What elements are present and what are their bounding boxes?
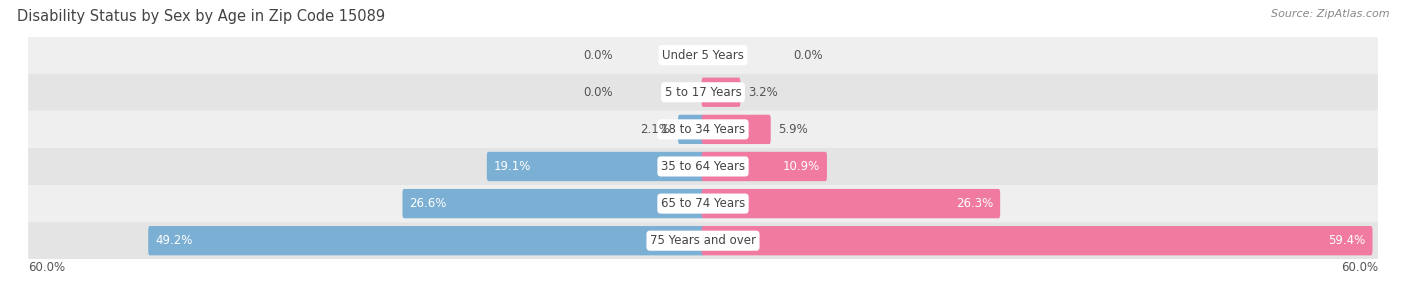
- FancyBboxPatch shape: [28, 74, 1378, 111]
- Text: 49.2%: 49.2%: [155, 234, 193, 247]
- Text: 5.9%: 5.9%: [779, 123, 808, 136]
- Text: 19.1%: 19.1%: [494, 160, 531, 173]
- FancyBboxPatch shape: [28, 185, 1378, 222]
- Text: 0.0%: 0.0%: [583, 86, 613, 99]
- Text: 60.0%: 60.0%: [1341, 261, 1378, 274]
- Legend: Male, Female: Male, Female: [640, 302, 766, 305]
- FancyBboxPatch shape: [678, 115, 704, 144]
- FancyBboxPatch shape: [28, 111, 1378, 148]
- Text: Disability Status by Sex by Age in Zip Code 15089: Disability Status by Sex by Age in Zip C…: [17, 9, 385, 24]
- Text: 0.0%: 0.0%: [793, 49, 823, 62]
- Text: 59.4%: 59.4%: [1329, 234, 1365, 247]
- FancyBboxPatch shape: [28, 148, 1378, 185]
- Text: 26.6%: 26.6%: [409, 197, 447, 210]
- FancyBboxPatch shape: [28, 222, 1378, 259]
- Text: 65 to 74 Years: 65 to 74 Years: [661, 197, 745, 210]
- FancyBboxPatch shape: [28, 37, 1378, 74]
- Text: 0.0%: 0.0%: [583, 49, 613, 62]
- Text: Source: ZipAtlas.com: Source: ZipAtlas.com: [1271, 9, 1389, 19]
- Text: 2.1%: 2.1%: [641, 123, 671, 136]
- Text: 18 to 34 Years: 18 to 34 Years: [661, 123, 745, 136]
- Text: 35 to 64 Years: 35 to 64 Years: [661, 160, 745, 173]
- FancyBboxPatch shape: [402, 189, 704, 218]
- FancyBboxPatch shape: [486, 152, 704, 181]
- FancyBboxPatch shape: [702, 115, 770, 144]
- FancyBboxPatch shape: [702, 189, 1000, 218]
- Text: 10.9%: 10.9%: [783, 160, 820, 173]
- Text: 75 Years and over: 75 Years and over: [650, 234, 756, 247]
- Text: 60.0%: 60.0%: [28, 261, 65, 274]
- Text: 5 to 17 Years: 5 to 17 Years: [665, 86, 741, 99]
- FancyBboxPatch shape: [148, 226, 704, 255]
- FancyBboxPatch shape: [702, 77, 741, 107]
- Text: 26.3%: 26.3%: [956, 197, 993, 210]
- Text: Under 5 Years: Under 5 Years: [662, 49, 744, 62]
- FancyBboxPatch shape: [702, 226, 1372, 255]
- Text: 3.2%: 3.2%: [748, 86, 778, 99]
- FancyBboxPatch shape: [702, 152, 827, 181]
